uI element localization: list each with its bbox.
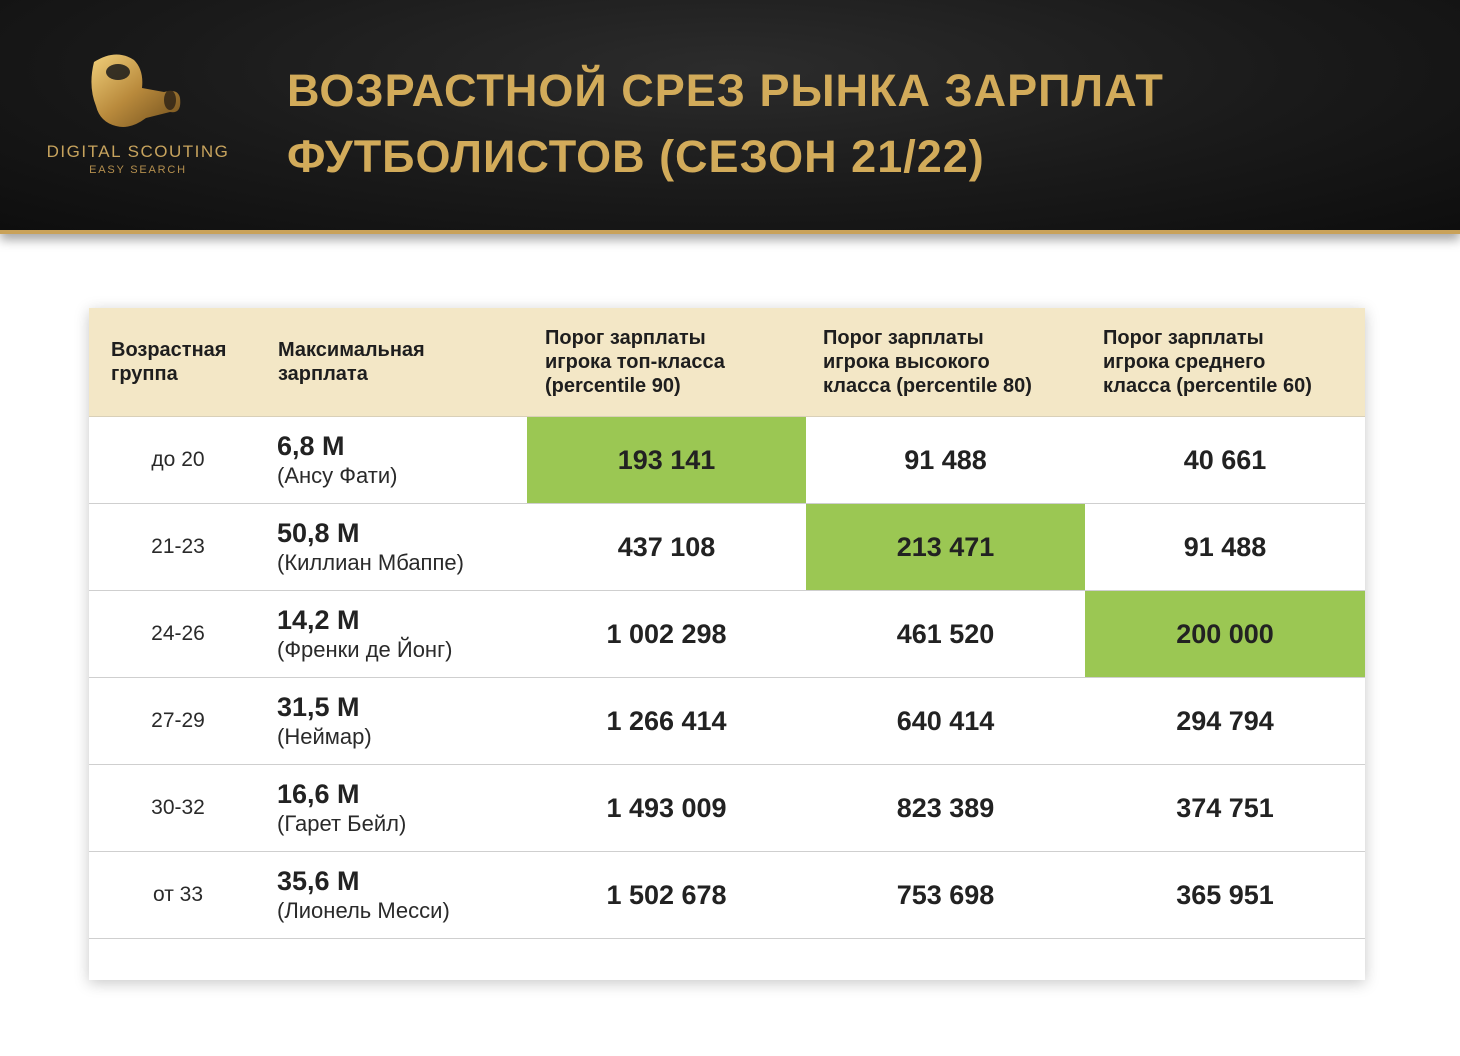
p90-threshold-cell: 1 002 298: [606, 618, 727, 649]
column-header-p90: Порог зарплаты игрока топ-класса (percen…: [545, 327, 725, 397]
player-name: (Френки де Йонг): [277, 637, 453, 662]
max-salary-amount: 16,6 М: [277, 779, 360, 809]
p60-threshold-cell: 40 661: [1183, 444, 1267, 475]
p90-threshold-cell: 1 502 678: [606, 879, 727, 910]
table-header: Возрастная группа Максимальная зарплата …: [89, 308, 1365, 417]
p60-threshold-cell: 374 751: [1176, 792, 1274, 823]
page-title-line-2: футболистов (сезон 21/22): [287, 131, 985, 182]
table-row: до 20 6,8 М (Ансу Фати) 193 141 91 488 40 661: [89, 417, 1365, 504]
salary-table: Возрастная группа Максимальная зарплата …: [89, 308, 1365, 980]
table-row: 21-23 50,8 М (Киллиан Мбаппе) 437 108 213 47…: [89, 504, 1365, 591]
page-title-line-1: Возрастной срез рынка зарплат: [287, 65, 1164, 116]
p90-threshold-cell: 1 493 009: [606, 792, 727, 823]
p60-threshold-cell: 200 000: [1085, 591, 1365, 677]
brand-name: DIGITAL SCOUTING: [46, 142, 230, 161]
age-group-cell: 21-23: [151, 535, 205, 558]
p90-threshold-cell: 1 266 414: [606, 705, 727, 736]
player-name: (Ансу Фати): [277, 463, 398, 488]
max-salary-amount: 6,8 М: [277, 431, 345, 461]
p80-threshold-cell: 91 488: [904, 444, 987, 475]
p90-threshold-cell: 193 141: [527, 417, 806, 503]
scout-helmet-icon: [91, 54, 181, 127]
max-salary-cell: 14,2 М (Френки де Йонг): [277, 591, 527, 677]
column-header-p80: Порог зарплаты игрока высокого класса (p…: [823, 327, 1032, 397]
p80-threshold-cell: 213 471: [806, 504, 1085, 590]
age-group-cell: 24-26: [151, 622, 205, 645]
p60-threshold-cell: 365 951: [1176, 879, 1274, 910]
p80-threshold-cell: 753 698: [896, 879, 995, 910]
column-header-p60: Порог зарплаты игрока среднего класса (p…: [1103, 327, 1312, 397]
logo: DIGITAL SCOUTING EASY SEARCH: [38, 52, 238, 182]
max-salary-cell: 16,6 М (Гарет Бейл): [277, 765, 527, 851]
p80-threshold-cell: 640 414: [896, 705, 995, 736]
p80-threshold-cell: 461 520: [896, 618, 995, 649]
header-banner: DIGITAL SCOUTING EASY SEARCH Возрастной …: [0, 0, 1460, 234]
age-group-cell: 30-32: [151, 796, 205, 819]
page-title: Возрастной срез рынка зарплат футболисто…: [287, 58, 1287, 190]
player-name: (Неймар): [277, 724, 372, 749]
column-header-max-salary: Максимальная зарплата: [278, 339, 425, 385]
max-salary-cell: 31,5 М (Неймар): [277, 678, 527, 764]
p60-threshold-cell: 91 488: [1183, 531, 1267, 562]
table-row: 24-26 14,2 М (Френки де Йонг) 1 002 298 461 …: [89, 591, 1365, 678]
table-row: 27-29 31,5 М (Неймар) 1 266 414 640 414 294 7…: [89, 678, 1365, 765]
max-salary-amount: 14,2 М: [277, 605, 360, 635]
age-group-cell: 27-29: [151, 709, 205, 732]
max-salary-amount: 31,5 М: [277, 692, 360, 722]
max-salary-cell: 6,8 М (Ансу Фати): [277, 417, 527, 503]
p80-threshold-cell: 823 389: [896, 792, 995, 823]
table-row: 30-32 16,6 М (Гарет Бейл) 1 493 009 823 389 3…: [89, 765, 1365, 852]
max-salary-cell: 50,8 М (Киллиан Мбаппе): [277, 504, 527, 590]
p60-threshold-cell: 294 794: [1176, 705, 1274, 736]
age-group-cell: от 33: [152, 883, 204, 906]
column-header-age: Возрастная группа: [111, 339, 227, 385]
max-salary-amount: 50,8 М: [277, 518, 360, 548]
player-name: (Лионель Месси): [277, 898, 450, 923]
brand-subtitle: EASY SEARCH: [89, 164, 187, 176]
p90-threshold-cell: 437 108: [617, 531, 716, 562]
player-name: (Гарет Бейл): [277, 811, 407, 836]
max-salary-cell: 35,6 М (Лионель Месси): [277, 852, 527, 938]
table-row: от 33 35,6 М (Лионель Месси) 1 502 678 753 6…: [89, 852, 1365, 939]
age-group-cell: до 20: [151, 448, 205, 471]
max-salary-amount: 35,6 М: [277, 866, 360, 896]
player-name: (Киллиан Мбаппе): [277, 550, 464, 575]
